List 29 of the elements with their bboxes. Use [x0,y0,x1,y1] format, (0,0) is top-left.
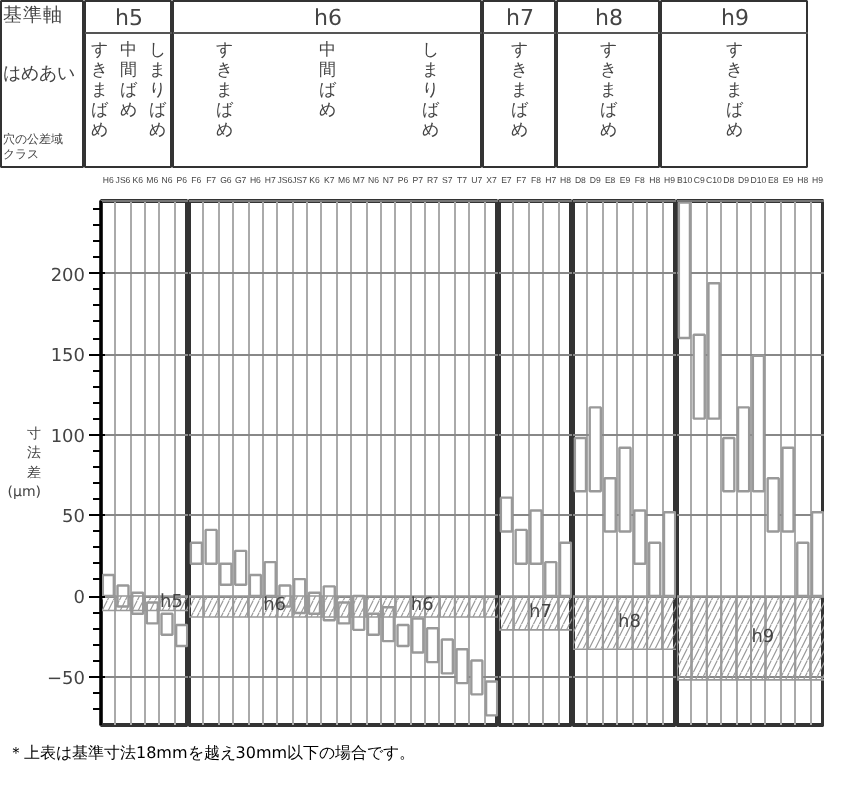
text: すきまばめ [90,41,111,141]
chart-title: h7 [506,5,534,31]
y-tick-label: −50 [47,669,86,690]
data-label: h5 [160,593,183,614]
data-label: h8 [618,612,642,633]
chart-title: h9 [721,5,749,31]
y-tick-label: 100 [50,427,86,448]
data-label: h9 [751,627,775,648]
text: しまりばめ [422,41,443,141]
data-label: h7 [529,602,552,623]
chart-title: h6 [314,5,342,31]
text: 基準軸 [3,3,63,27]
chart-title: h5 [115,5,143,31]
y-tick-label: 200 [50,266,86,287]
text: すきまばめ [215,41,236,141]
y-tick-label: 150 [50,347,86,368]
text: 中間ばめ [319,39,339,121]
text: すきまばめ [726,41,746,141]
y-tick-label: 50 [62,508,86,529]
data-label: h6 [263,596,287,617]
text: すきまばめ [511,41,531,141]
text: しまりばめ [149,41,170,141]
y-tick-label: 0 [73,589,86,610]
text: ＊上表は基準寸法18mmを越え30mm以下の場合です。 [8,742,416,765]
data-label: h6 [410,596,435,617]
chart-title: h8 [595,5,623,31]
text: すきまばめ [600,41,620,141]
text: はめあい [3,65,75,85]
text: 中間ばめ [120,39,140,121]
